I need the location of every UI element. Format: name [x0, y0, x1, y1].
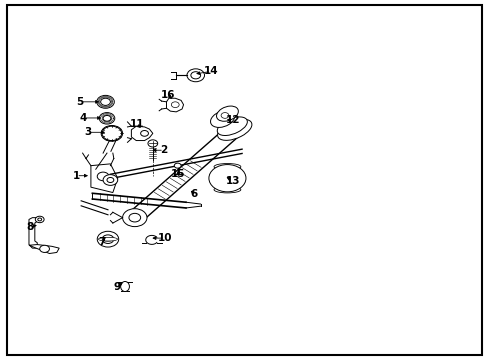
Circle shape: [141, 131, 148, 136]
Circle shape: [208, 165, 245, 192]
Text: 12: 12: [225, 115, 240, 125]
Text: 15: 15: [171, 169, 185, 179]
Ellipse shape: [216, 106, 238, 121]
Text: 3: 3: [84, 127, 91, 137]
Circle shape: [97, 231, 119, 247]
Circle shape: [148, 140, 158, 147]
Circle shape: [103, 116, 111, 121]
Text: 10: 10: [158, 233, 172, 243]
Ellipse shape: [101, 237, 115, 241]
Ellipse shape: [100, 237, 116, 241]
Text: 16: 16: [161, 90, 175, 100]
Circle shape: [35, 216, 44, 223]
Circle shape: [221, 113, 228, 118]
Circle shape: [97, 95, 114, 108]
Circle shape: [101, 98, 110, 105]
Circle shape: [174, 163, 181, 168]
Ellipse shape: [217, 117, 247, 135]
Text: 14: 14: [203, 66, 218, 76]
Circle shape: [107, 177, 114, 183]
Polygon shape: [91, 164, 118, 193]
Circle shape: [102, 126, 122, 140]
Ellipse shape: [217, 119, 251, 140]
Text: 11: 11: [129, 120, 143, 129]
Ellipse shape: [214, 169, 241, 176]
Text: 4: 4: [80, 113, 87, 123]
Text: 6: 6: [190, 189, 198, 199]
Ellipse shape: [214, 186, 241, 193]
Text: 13: 13: [225, 176, 240, 186]
Circle shape: [122, 209, 147, 226]
Circle shape: [103, 175, 118, 185]
Polygon shape: [131, 126, 153, 140]
Ellipse shape: [99, 237, 117, 241]
Circle shape: [97, 172, 109, 181]
Text: 2: 2: [160, 145, 167, 155]
Ellipse shape: [121, 282, 129, 292]
Polygon shape: [166, 98, 183, 112]
Text: 7: 7: [98, 237, 105, 247]
Polygon shape: [29, 218, 37, 248]
Circle shape: [129, 213, 141, 222]
Text: 5: 5: [76, 97, 83, 107]
Circle shape: [186, 69, 204, 82]
Ellipse shape: [214, 163, 241, 170]
Circle shape: [38, 218, 41, 221]
Text: 1: 1: [73, 171, 80, 181]
Text: 9: 9: [113, 282, 120, 292]
Circle shape: [102, 235, 114, 243]
Circle shape: [99, 113, 115, 124]
Ellipse shape: [210, 111, 234, 127]
Circle shape: [171, 102, 179, 108]
Ellipse shape: [98, 237, 118, 241]
Ellipse shape: [214, 181, 241, 187]
Text: 8: 8: [26, 222, 34, 231]
Circle shape: [190, 72, 200, 79]
Circle shape: [40, 245, 49, 252]
Ellipse shape: [214, 175, 241, 181]
Polygon shape: [29, 244, 59, 253]
